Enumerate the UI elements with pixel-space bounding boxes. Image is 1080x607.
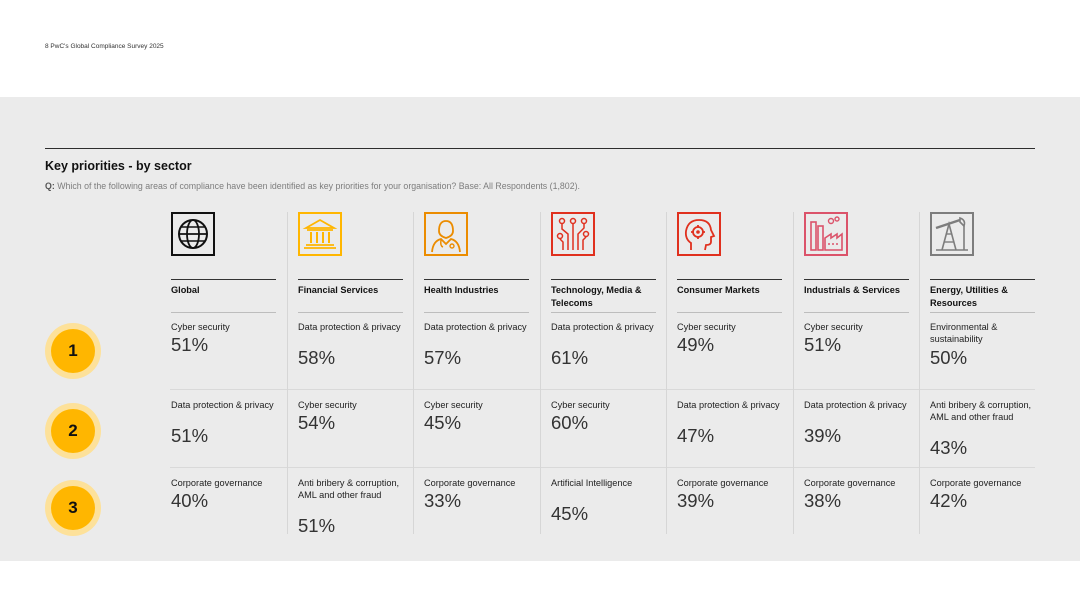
column-separator: [540, 212, 541, 534]
sector-rule-bottom: [424, 312, 529, 313]
sector-rule-bottom: [171, 312, 276, 313]
head-gear-icon: [677, 212, 721, 256]
priority-percentage: 33%: [424, 490, 462, 512]
priority-percentage: 51%: [298, 514, 336, 536]
rank-badge: 1: [45, 323, 101, 379]
sector-rule-bottom: [677, 312, 782, 313]
priority-percentage: 51%: [171, 334, 209, 356]
rank-number: 2: [51, 409, 95, 453]
question: Q: Which of the following areas of compl…: [45, 181, 580, 191]
sector-rule: [930, 279, 1035, 280]
circuit-icon: [551, 212, 595, 256]
top-rule: [45, 148, 1035, 149]
sector-name: Technology, Media & Telecoms: [551, 285, 642, 308]
sector-name: Global: [171, 285, 200, 295]
globe-icon: [171, 212, 215, 256]
priority-label: Corporate governance: [677, 478, 769, 488]
priority-percentage: 49%: [677, 334, 715, 356]
priority-percentage: 38%: [804, 490, 842, 512]
row-separator: [170, 389, 1035, 390]
priority-label: Artificial Intelligence: [551, 478, 633, 488]
sector-rule: [804, 279, 909, 280]
rank-badge: 2: [45, 403, 101, 459]
priority-label: Corporate governance: [804, 478, 896, 488]
priority-label: Cyber security: [551, 400, 610, 410]
priority-percentage: 50%: [930, 346, 968, 368]
sector-name: Financial Services: [298, 285, 379, 295]
column-separator: [919, 212, 920, 534]
priority-label: Corporate governance: [424, 478, 516, 488]
priority-label: Data protection & privacy: [677, 400, 780, 410]
row-separator: [170, 467, 1035, 468]
column-separator: [413, 212, 414, 534]
oil-pump-icon: [930, 212, 974, 256]
priority-label: Cyber security: [171, 322, 230, 332]
key-priorities-panel: Key priorities - by sector Q: Which of t…: [0, 97, 1080, 561]
rank-badge: 3: [45, 480, 101, 536]
priority-percentage: 43%: [930, 436, 968, 458]
priority-percentage: 61%: [551, 346, 589, 368]
section-title: Key priorities - by sector: [45, 159, 192, 173]
sector-rule-bottom: [298, 312, 403, 313]
priority-label: Anti bribery & corruption, AML and other…: [298, 478, 400, 501]
sector-name: Energy, Utilities & Resources: [930, 285, 1008, 308]
sector-rule-bottom: [804, 312, 909, 313]
page-header: 8 PwC's Global Compliance Survey 2025: [45, 43, 164, 50]
sector-rule: [677, 279, 782, 280]
priority-percentage: 39%: [677, 490, 715, 512]
priority-label: Data protection & privacy: [551, 322, 654, 332]
sector-rule: [551, 279, 656, 280]
priority-percentage: 40%: [171, 490, 209, 512]
priority-percentage: 58%: [298, 346, 336, 368]
priority-label: Corporate governance: [930, 478, 1022, 488]
priority-percentage: 45%: [551, 502, 589, 524]
priority-label: Anti bribery & corruption, AML and other…: [930, 400, 1032, 423]
factory-icon: [804, 212, 848, 256]
priority-percentage: 42%: [930, 490, 968, 512]
column-separator: [666, 212, 667, 534]
priority-label: Cyber security: [677, 322, 736, 332]
priority-percentage: 54%: [298, 412, 336, 434]
priority-label: Data protection & privacy: [298, 322, 401, 332]
priority-label: Cyber security: [424, 400, 483, 410]
priority-label: Cyber security: [298, 400, 357, 410]
column-separator: [793, 212, 794, 534]
rank-number: 1: [51, 329, 95, 373]
priority-percentage: 45%: [424, 412, 462, 434]
priority-percentage: 51%: [804, 334, 842, 356]
sector-rule-bottom: [930, 312, 1035, 313]
question-text: Which of the following areas of complian…: [57, 181, 580, 191]
rank-number: 3: [51, 486, 95, 530]
priority-label: Cyber security: [804, 322, 863, 332]
sector-name: Health Industries: [424, 285, 499, 295]
priority-label: Data protection & privacy: [171, 400, 274, 410]
sector-name: Industrials & Services: [804, 285, 901, 295]
sector-name: Consumer Markets: [677, 285, 760, 295]
sector-rule: [424, 279, 529, 280]
sector-rule-bottom: [551, 312, 656, 313]
column-separator: [287, 212, 288, 534]
priority-percentage: 47%: [677, 424, 715, 446]
priority-label: Corporate governance: [171, 478, 263, 488]
bank-icon: [298, 212, 342, 256]
doctor-icon: [424, 212, 468, 256]
priority-label: Environmental & sustainability: [930, 322, 998, 345]
priority-label: Data protection & privacy: [804, 400, 907, 410]
priority-percentage: 51%: [171, 424, 209, 446]
priority-percentage: 57%: [424, 346, 462, 368]
sector-rule: [171, 279, 276, 280]
priority-percentage: 60%: [551, 412, 589, 434]
priority-percentage: 39%: [804, 424, 842, 446]
priority-label: Data protection & privacy: [424, 322, 527, 332]
question-prefix: Q:: [45, 181, 55, 191]
sector-rule: [298, 279, 403, 280]
